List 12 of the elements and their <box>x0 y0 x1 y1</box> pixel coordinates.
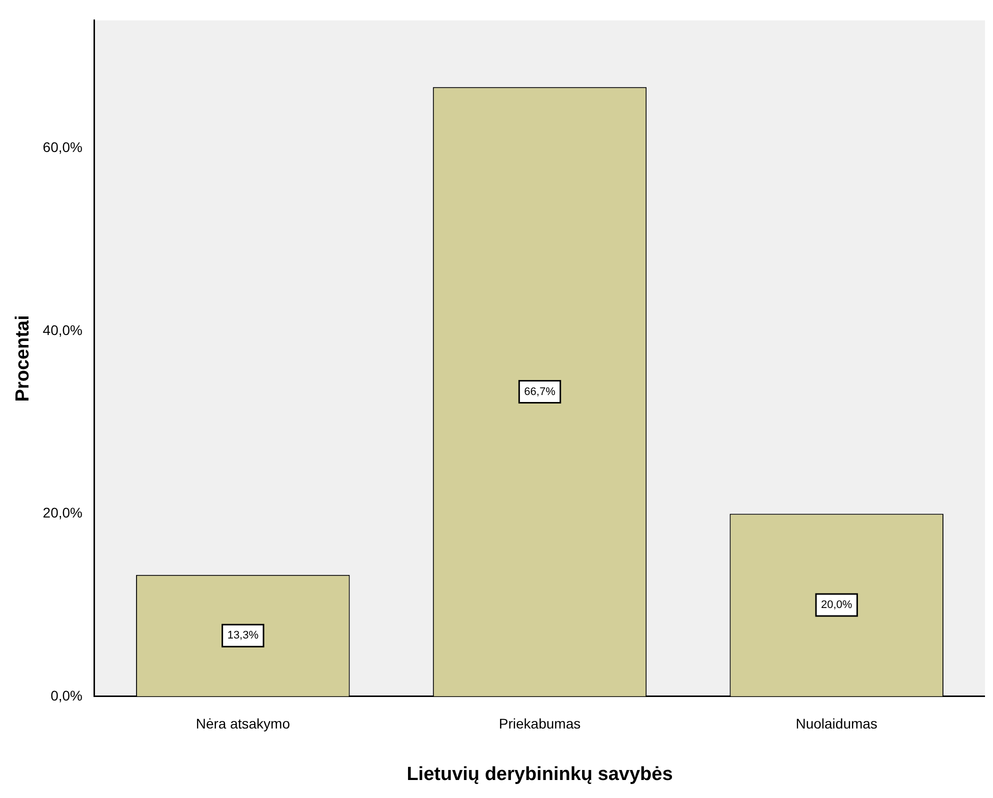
y-tick-label: 0,0% <box>50 687 82 704</box>
data-label: 20,0% <box>820 599 852 612</box>
x-tick-label: Priekabumas <box>498 716 581 732</box>
x-tick-label: Nuolaidumas <box>796 716 878 732</box>
y-tick-label: 40,0% <box>42 322 82 338</box>
x-tick-label: Nėra atsakymo <box>196 716 290 732</box>
y-axis-title: Procentai <box>12 315 34 402</box>
y-tick-label: 20,0% <box>42 504 82 521</box>
data-label: 13,3% <box>227 630 259 642</box>
data-label: 66,7% <box>524 386 556 398</box>
y-tick-label: 60,0% <box>42 139 82 156</box>
x-axis-title: Lietuvių derybininkų savybės <box>406 764 673 785</box>
